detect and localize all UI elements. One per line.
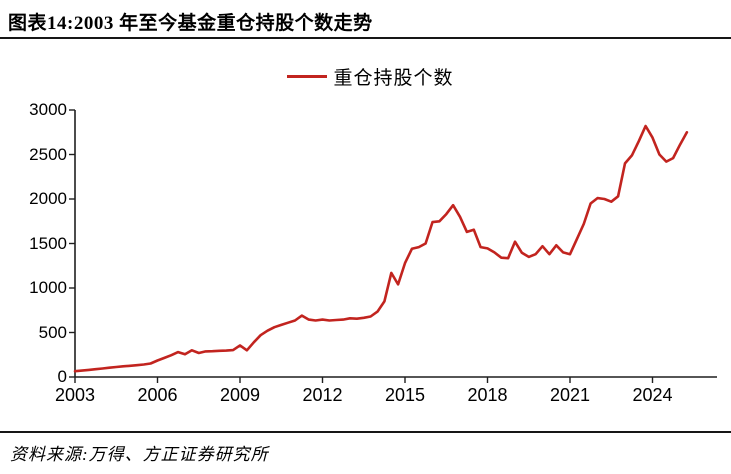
series-line <box>73 124 689 373</box>
title-divider <box>0 37 731 39</box>
footer-divider <box>0 431 731 433</box>
legend: 重仓持股个数 <box>0 63 731 90</box>
chart-title: 图表14:2003 年至今基金重仓持股个数走势 <box>8 13 373 34</box>
source-note: 资料来源:万得、方正证券研究所 <box>10 445 269 464</box>
legend-label: 重仓持股个数 <box>333 68 454 89</box>
legend-line-icon <box>287 75 328 78</box>
